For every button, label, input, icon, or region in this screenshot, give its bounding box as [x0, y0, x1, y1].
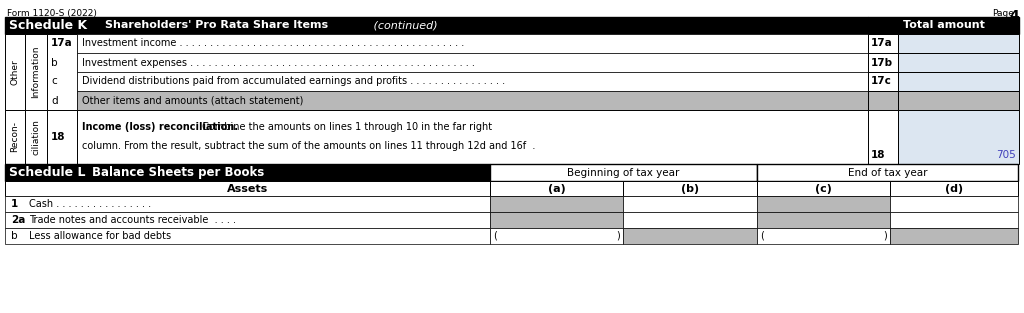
Bar	[623, 196, 757, 212]
Bar	[890, 181, 1018, 196]
Text: Less allowance for bad debts: Less allowance for bad debts	[29, 231, 171, 241]
Text: Investment income . . . . . . . . . . . . . . . . . . . . . . . . . . . . . . . : Investment income . . . . . . . . . . . …	[82, 38, 464, 49]
Bar	[868, 34, 898, 53]
Bar	[490, 196, 623, 212]
Text: 17c: 17c	[871, 76, 892, 86]
Bar	[757, 181, 890, 196]
Text: Schedule K: Schedule K	[9, 19, 87, 32]
Text: ): )	[884, 231, 887, 241]
Text: Assets: Assets	[227, 183, 268, 193]
Text: 4: 4	[1010, 9, 1019, 23]
Bar	[5, 34, 25, 110]
Bar	[757, 212, 890, 228]
Bar	[47, 110, 77, 164]
Bar	[868, 53, 898, 72]
Text: Investment expenses . . . . . . . . . . . . . . . . . . . . . . . . . . . . . . : Investment expenses . . . . . . . . . . …	[82, 58, 475, 68]
Text: (c): (c)	[815, 183, 831, 193]
Bar	[757, 196, 890, 212]
Bar	[898, 72, 1019, 91]
Text: (d): (d)	[945, 183, 963, 193]
Bar	[87, 164, 490, 181]
Text: Schedule L: Schedule L	[9, 166, 85, 179]
Text: 17a: 17a	[51, 38, 73, 49]
Bar	[868, 110, 898, 164]
Bar	[490, 228, 623, 244]
Bar	[77, 110, 868, 164]
Text: Shareholders' Pro Rata Share Items: Shareholders' Pro Rata Share Items	[105, 20, 328, 30]
Text: b: b	[51, 58, 57, 68]
Text: Income (loss) reconciliation.: Income (loss) reconciliation.	[82, 122, 238, 132]
Text: Other: Other	[10, 59, 19, 85]
Bar	[757, 164, 1018, 181]
Bar	[898, 34, 1019, 53]
Bar	[5, 212, 490, 228]
Bar	[868, 17, 1019, 34]
Bar	[490, 164, 757, 181]
Text: 1: 1	[11, 199, 18, 209]
Text: ): )	[616, 231, 620, 241]
Bar	[490, 181, 623, 196]
Bar	[623, 228, 757, 244]
Bar	[5, 228, 490, 244]
Bar	[890, 228, 1018, 244]
Bar	[490, 212, 623, 228]
Text: 17a: 17a	[871, 38, 893, 49]
Bar	[5, 110, 25, 164]
Bar	[898, 53, 1019, 72]
Text: Information: Information	[32, 46, 41, 98]
Text: c: c	[51, 76, 56, 86]
Bar	[868, 72, 898, 91]
Text: (a): (a)	[548, 183, 565, 193]
Text: Trade notes and accounts receivable  . . . .: Trade notes and accounts receivable . . …	[29, 215, 236, 225]
Text: (continued): (continued)	[370, 20, 437, 30]
Text: Recon-: Recon-	[10, 121, 19, 152]
Bar	[5, 181, 490, 196]
Bar	[77, 91, 868, 110]
Bar	[623, 181, 757, 196]
Bar	[868, 91, 898, 110]
Bar	[757, 228, 890, 244]
Text: 2a: 2a	[11, 215, 26, 225]
Text: column. From the result, subtract the sum of the amounts on lines 11 through 12d: column. From the result, subtract the su…	[82, 141, 536, 151]
Bar	[898, 110, 1019, 164]
Bar	[890, 196, 1018, 212]
Text: End of tax year: End of tax year	[848, 167, 928, 177]
Text: Cash . . . . . . . . . . . . . . . .: Cash . . . . . . . . . . . . . . . .	[29, 199, 152, 209]
Text: b: b	[11, 231, 17, 241]
Text: 705: 705	[996, 150, 1016, 160]
Text: Combine the amounts on lines 1 through 10 in the far right: Combine the amounts on lines 1 through 1…	[200, 122, 493, 132]
Text: (: (	[493, 231, 497, 241]
Text: Form 1120-S (2022): Form 1120-S (2022)	[7, 9, 97, 18]
Text: Other items and amounts (attach statement): Other items and amounts (attach statemen…	[82, 95, 303, 105]
Bar	[623, 212, 757, 228]
Text: (b): (b)	[681, 183, 699, 193]
Bar	[25, 110, 47, 164]
Bar	[77, 53, 868, 72]
Bar	[898, 91, 1019, 110]
Bar	[77, 72, 868, 91]
Text: 18: 18	[871, 150, 886, 160]
Bar	[77, 34, 868, 53]
Bar	[5, 196, 490, 212]
Text: 18: 18	[51, 132, 66, 142]
Bar	[47, 34, 77, 110]
Text: (: (	[760, 231, 764, 241]
Text: Dividend distributions paid from accumulated earnings and profits . . . . . . . : Dividend distributions paid from accumul…	[82, 76, 505, 86]
Text: Page: Page	[992, 9, 1014, 18]
Text: ciliation: ciliation	[32, 119, 41, 155]
Text: Total amount: Total amount	[902, 20, 984, 30]
Bar	[25, 34, 47, 110]
Text: 17b: 17b	[871, 58, 893, 68]
Bar	[890, 212, 1018, 228]
Bar	[5, 164, 87, 181]
Text: Balance Sheets per Books: Balance Sheets per Books	[92, 166, 264, 179]
Text: Beginning of tax year: Beginning of tax year	[567, 167, 680, 177]
Text: d: d	[51, 95, 57, 105]
Bar	[5, 17, 868, 34]
